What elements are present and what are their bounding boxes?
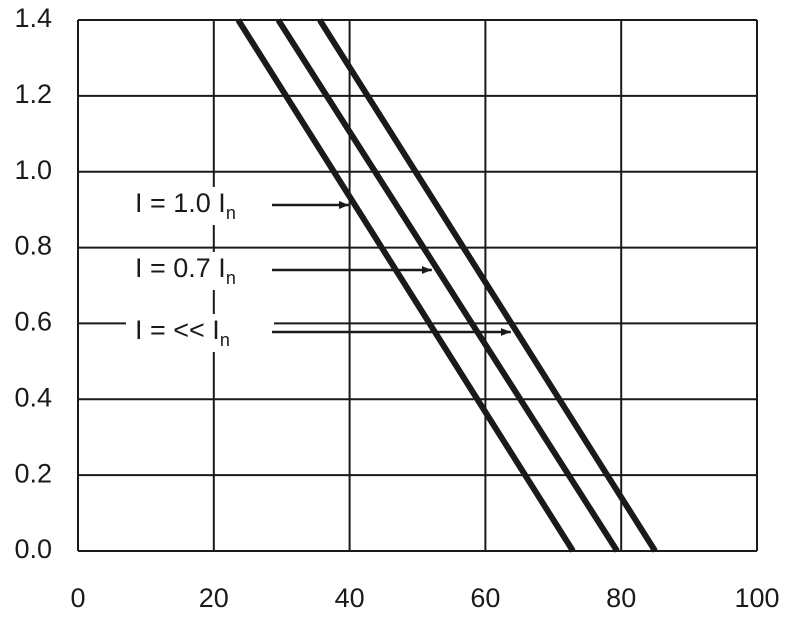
annotation: I = 0.7 In — [135, 253, 236, 288]
y-tick-label: 0.4 — [14, 382, 52, 412]
label-background — [126, 187, 274, 225]
x-tick-label: 80 — [606, 583, 636, 613]
x-tick-label: 20 — [199, 583, 229, 613]
annotation: I = 1.0 In — [135, 188, 236, 223]
y-tick-label: 1.4 — [14, 3, 52, 33]
y-tick-label: 0.2 — [14, 458, 52, 488]
x-tick-label: 0 — [70, 583, 85, 613]
annotation-text: I = 1.0 I — [135, 188, 226, 218]
annotation-text: I = << I — [135, 315, 220, 345]
line — [235, 18, 576, 553]
y-tick-label: 0.0 — [14, 534, 52, 564]
annotation-subscript: n — [226, 203, 236, 223]
y-tick-label: 0.6 — [14, 307, 52, 337]
annotation-text: I = 0.7 I — [135, 253, 226, 283]
annotation: I = << In — [135, 315, 230, 350]
y-tick-label: 1.2 — [14, 79, 52, 109]
x-tick-label: 60 — [470, 583, 500, 613]
x-tick-label: 100 — [734, 583, 779, 613]
x-tick-label: 40 — [335, 583, 365, 613]
line — [275, 18, 620, 553]
annotation-subscript: n — [220, 330, 230, 350]
y-tick-label: 0.8 — [14, 231, 52, 261]
label-background — [126, 314, 274, 352]
label-background — [126, 252, 274, 290]
line — [317, 18, 658, 553]
annotation-subscript: n — [226, 268, 236, 288]
y-tick-label: 1.0 — [14, 155, 52, 185]
